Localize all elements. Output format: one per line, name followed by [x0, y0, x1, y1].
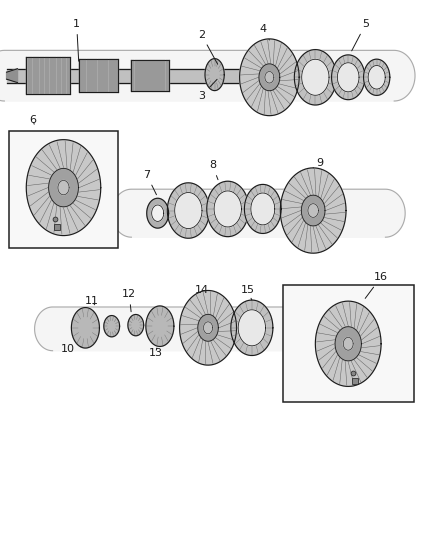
Text: 2: 2 [198, 30, 218, 64]
Polygon shape [167, 183, 209, 238]
Polygon shape [35, 307, 368, 351]
Polygon shape [364, 59, 390, 95]
Polygon shape [175, 192, 202, 229]
Polygon shape [146, 306, 174, 346]
Polygon shape [214, 191, 241, 227]
Polygon shape [112, 189, 405, 237]
Polygon shape [104, 316, 120, 337]
Text: 1: 1 [73, 19, 80, 61]
Polygon shape [265, 71, 274, 83]
Polygon shape [231, 300, 273, 356]
Polygon shape [147, 198, 169, 228]
Polygon shape [337, 63, 359, 92]
Polygon shape [301, 195, 325, 226]
Polygon shape [198, 314, 218, 341]
Polygon shape [26, 140, 101, 236]
Text: 7: 7 [143, 170, 156, 195]
Polygon shape [7, 69, 18, 83]
Polygon shape [294, 50, 336, 105]
Bar [9, 131, 118, 248]
Polygon shape [58, 181, 69, 195]
Polygon shape [204, 322, 212, 334]
Polygon shape [205, 59, 224, 91]
Polygon shape [251, 193, 275, 225]
Text: 5: 5 [352, 19, 369, 51]
Text: 13: 13 [148, 348, 162, 358]
Polygon shape [368, 66, 385, 89]
Polygon shape [343, 337, 353, 350]
Polygon shape [332, 55, 365, 100]
Polygon shape [244, 184, 281, 233]
Polygon shape [238, 310, 265, 346]
Text: 9: 9 [313, 158, 323, 168]
Polygon shape [259, 64, 280, 91]
Text: 14: 14 [194, 286, 208, 295]
Polygon shape [207, 181, 249, 237]
Polygon shape [315, 301, 381, 386]
Polygon shape [71, 308, 99, 348]
Polygon shape [308, 204, 318, 217]
Text: 16: 16 [365, 272, 388, 298]
Text: 12: 12 [122, 289, 136, 312]
Polygon shape [335, 327, 361, 361]
Text: 8: 8 [209, 160, 218, 180]
Bar [283, 285, 414, 402]
Text: 10: 10 [61, 344, 81, 354]
Polygon shape [128, 314, 144, 336]
Polygon shape [180, 290, 237, 365]
Polygon shape [302, 59, 329, 95]
Polygon shape [0, 51, 415, 101]
Text: 11: 11 [85, 296, 99, 306]
Polygon shape [240, 39, 299, 116]
Polygon shape [49, 168, 78, 207]
Text: 4: 4 [259, 25, 269, 40]
Polygon shape [280, 168, 346, 253]
Text: 3: 3 [198, 79, 217, 101]
Polygon shape [152, 205, 164, 221]
Text: 15: 15 [240, 286, 254, 300]
Text: 6: 6 [29, 115, 36, 125]
